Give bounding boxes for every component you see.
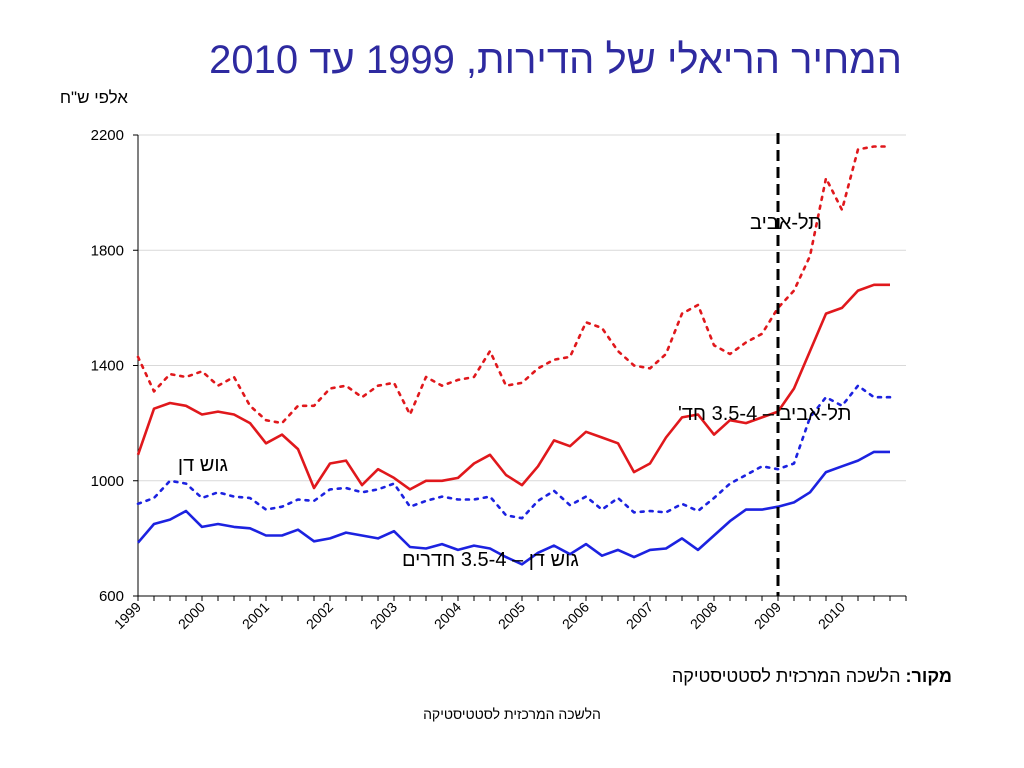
source-note: מקור: הלשכה המרכזית לסטטיסטיקה bbox=[672, 666, 952, 687]
source-label: מקור: bbox=[905, 666, 952, 686]
y-tick-label-2200: 2200 bbox=[91, 127, 124, 144]
x-tick-label-2005: 2005 bbox=[495, 599, 528, 632]
x-tick-label-2007: 2007 bbox=[623, 599, 656, 632]
gush-dan-series-label: גוש דן bbox=[178, 454, 228, 476]
y-axis-unit-label: אלפי ש"ח bbox=[60, 88, 128, 107]
y-tick-label-600: 600 bbox=[99, 588, 124, 605]
y-tick-label-1400: 1400 bbox=[91, 358, 124, 375]
series-line-4 bbox=[137, 450, 890, 566]
tel-aviv-rooms-series-label: תל-אביב – 3.5-4 חד' bbox=[678, 403, 851, 425]
x-tick-label-2004: 2004 bbox=[431, 599, 464, 632]
x-tick-label-2000: 2000 bbox=[175, 599, 208, 632]
x-tick-label-2001: 2001 bbox=[239, 599, 272, 632]
x-axis-ticks: 1999 2000 2001 2002 2003 2004 2005 2006 2007 2008… bbox=[111, 596, 907, 632]
chart-title-text: המחיר הריאלי של הדירות, 1999 עד 2010 bbox=[209, 38, 902, 82]
series-line-2 bbox=[136, 283, 890, 491]
tel-aviv-series-label: תל-אביב bbox=[750, 212, 822, 234]
x-tick-label-2003: 2003 bbox=[367, 599, 400, 632]
chart-title: המחיר הריאלי של הדירות, 1999 עד 2010 bbox=[209, 38, 902, 82]
x-tick-label-2010: 2010 bbox=[815, 599, 848, 632]
footer: הלשכה המרכזית לסטטיסטיקה bbox=[423, 706, 601, 722]
y-tick-label-1000: 1000 bbox=[91, 473, 124, 490]
x-tick-label-2006: 2006 bbox=[559, 599, 592, 632]
x-tick-label-2008: 2008 bbox=[687, 599, 720, 632]
series-lines bbox=[136, 145, 892, 566]
x-tick-label-2009: 2009 bbox=[751, 599, 784, 632]
series-line-1 bbox=[136, 145, 892, 425]
y-tick-label-1800: 1800 bbox=[91, 242, 124, 259]
x-tick-label-2002: 2002 bbox=[303, 599, 336, 632]
series-line-3 bbox=[136, 384, 892, 520]
y-axis-ticks: 600 1000 1400 1800 2200 bbox=[91, 127, 138, 605]
gush-dan-rooms-series-label: גוש דן – 3.5-4 חדרים bbox=[402, 549, 579, 571]
source-text: הלשכה המרכזית לסטטיסטיקה bbox=[671, 666, 901, 686]
